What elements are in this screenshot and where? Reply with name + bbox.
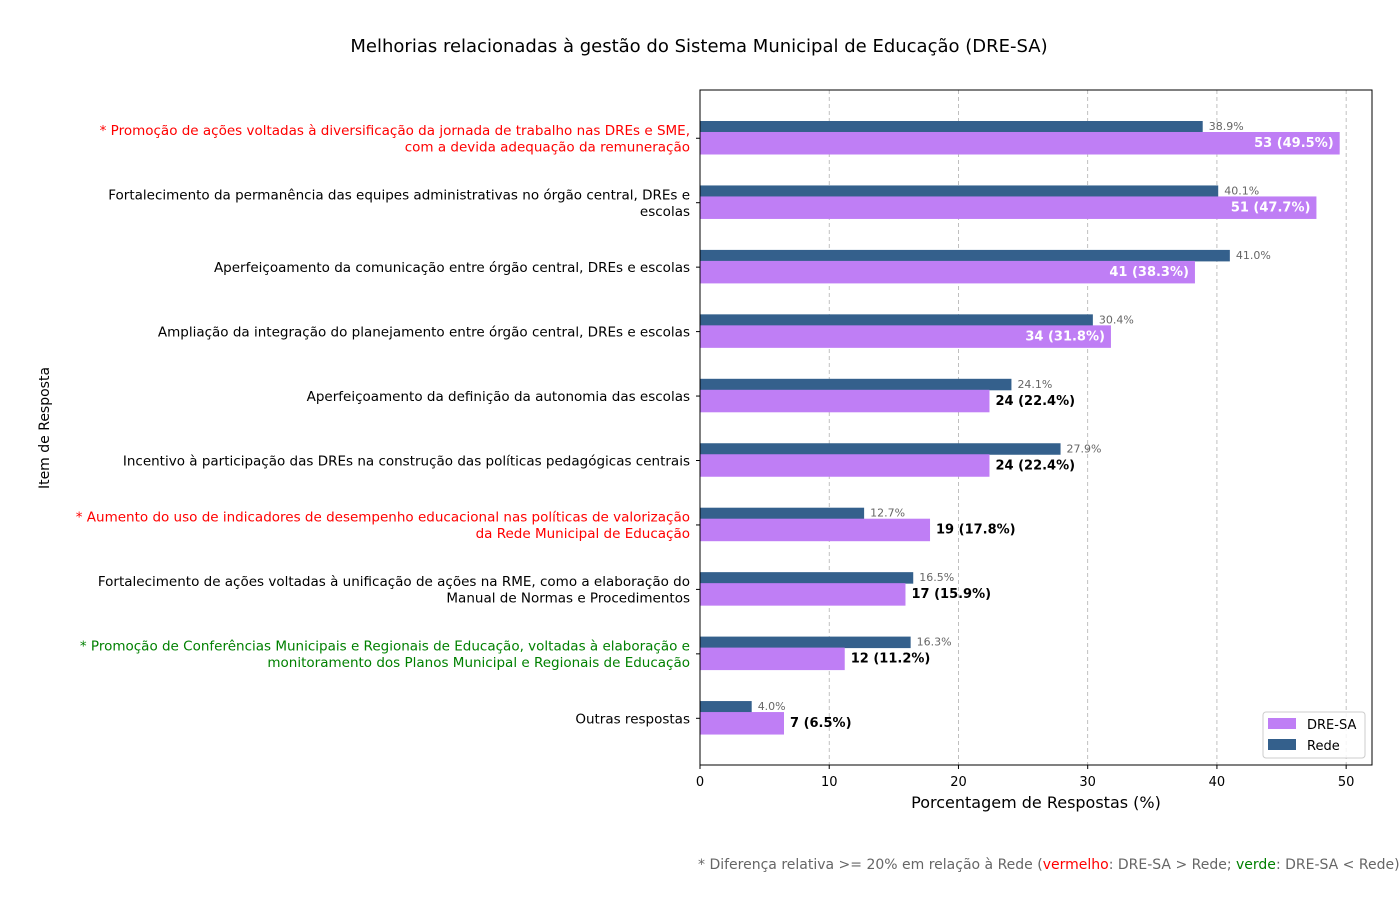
category-label: Aperfeiçoamento da definição da autonomi… <box>307 389 690 405</box>
y-axis-label: Item de Resposta <box>37 367 53 489</box>
bar-rede <box>700 443 1061 455</box>
chart-title: Melhorias relacionadas à gestão do Siste… <box>350 36 1047 57</box>
bar-rede <box>700 121 1203 133</box>
bar-dre-sa <box>700 132 1340 155</box>
data-label-dre-sa: 34 (31.8%) <box>1025 329 1105 344</box>
footnote-green-word: verde <box>1236 857 1276 873</box>
x-tick-label: 40 <box>1209 775 1226 790</box>
footnote-red-word: vermelho <box>1042 857 1109 873</box>
category-label: Ampliação da integração do planejamento … <box>158 325 690 341</box>
category-label: * Aumento do uso de indicadores de desem… <box>76 510 690 526</box>
bar-dre-sa <box>700 260 1195 284</box>
data-label-dre-sa: 41 (38.3%) <box>1109 265 1189 280</box>
bar-rede <box>700 249 1230 262</box>
data-label-dre-sa: 24 (22.4%) <box>995 394 1075 409</box>
data-label-rede: 40.1% <box>1224 184 1259 197</box>
category-label: * Promoção de ações voltadas à diversifi… <box>100 123 690 139</box>
legend-label-dre-sa: DRE-SA <box>1307 718 1356 733</box>
bar-dre-sa <box>700 583 906 606</box>
bar-dre-sa <box>700 196 1317 219</box>
data-label-dre-sa: 12 (11.2%) <box>851 652 931 667</box>
data-label-rede: 12.7% <box>870 507 905 520</box>
data-label-dre-sa: 53 (49.5%) <box>1254 136 1334 151</box>
x-tick-label: 20 <box>950 775 967 790</box>
legend: DRE-SA Rede <box>1262 711 1366 759</box>
legend-label-rede: Rede <box>1307 739 1340 754</box>
bar-rede <box>700 185 1219 197</box>
category-label: escolas <box>640 204 690 220</box>
category-label: da Rede Municipal de Educação <box>476 526 690 542</box>
category-label: Manual de Normas e Procedimentos <box>446 591 690 607</box>
data-label-rede: 38.9% <box>1209 120 1244 133</box>
data-label-rede: 30.4% <box>1099 313 1134 326</box>
data-label-rede: 16.5% <box>919 571 954 584</box>
data-label-rede: 4.0% <box>758 700 786 713</box>
bar-dre-sa <box>700 647 845 671</box>
bar-rede <box>700 507 865 520</box>
x-axis-ticks: 0 10 20 30 40 50 <box>696 765 1355 790</box>
x-axis-label: Porcentagem de Respostas (%) <box>911 793 1161 812</box>
bar-rede <box>700 636 911 649</box>
data-label-dre-sa: 19 (17.8%) <box>936 523 1016 538</box>
legend-swatch-rede <box>1268 739 1296 750</box>
category-label: com a devida adequação da remuneração <box>405 140 690 156</box>
footnote-prefix: * Diferença relativa >= 20% em relação à… <box>698 857 1043 873</box>
bars <box>700 121 1340 735</box>
bar-dre-sa <box>700 712 784 735</box>
data-labels: 38.9% 53 (49.5%) 40.1% 51 (47.7%) 41.0% 41 (3… <box>758 120 1334 731</box>
footnote-suffix: : DRE-SA < Rede) <box>1275 857 1400 873</box>
plot-frame <box>699 89 1373 766</box>
legend-swatch-dre-sa <box>1268 718 1296 729</box>
data-label-rede: 41.0% <box>1236 249 1271 262</box>
category-label: Outras respostas <box>575 711 690 727</box>
y-axis-categories: * Promoção de ações voltadas à diversifi… <box>76 123 700 727</box>
bar-rede <box>700 378 1012 391</box>
category-label: Fortalecimento de ações voltadas à unifi… <box>98 574 690 590</box>
data-label-dre-sa: 24 (22.4%) <box>995 458 1075 473</box>
category-label: Aperfeiçoamento da comunicação entre órg… <box>214 260 690 276</box>
category-label: * Promoção de Conferências Municipais e … <box>80 639 690 655</box>
data-label-rede: 16.3% <box>917 636 952 649</box>
footnote: * Diferença relativa >= 20% em relação à… <box>698 857 1400 873</box>
bar-dre-sa <box>700 518 931 542</box>
bar-rede <box>700 314 1093 326</box>
data-label-dre-sa: 17 (15.9%) <box>911 587 991 602</box>
footnote-middle: : DRE-SA > Rede; <box>1108 857 1237 873</box>
category-label: Incentivo à participação das DREs na con… <box>123 454 690 470</box>
data-label-rede: 24.1% <box>1017 378 1052 391</box>
data-label-dre-sa: 7 (6.5%) <box>790 716 852 731</box>
bar-rede <box>700 701 752 713</box>
bar-dre-sa <box>700 454 990 477</box>
x-tick-label: 50 <box>1338 775 1355 790</box>
bar-dre-sa <box>700 325 1111 348</box>
x-tick-label: 0 <box>696 775 704 790</box>
data-label-rede: 27.9% <box>1067 442 1102 455</box>
data-label-dre-sa: 51 (47.7%) <box>1231 200 1311 215</box>
x-tick-label: 10 <box>821 775 838 790</box>
x-tick-label: 30 <box>1079 775 1096 790</box>
category-label: monitoramento dos Planos Municipal e Reg… <box>267 655 690 671</box>
bar-dre-sa <box>700 389 990 413</box>
bar-rede <box>700 572 914 584</box>
category-label: Fortalecimento da permanência das equipe… <box>108 187 690 203</box>
